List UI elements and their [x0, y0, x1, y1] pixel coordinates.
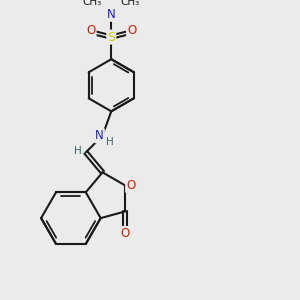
- Text: S: S: [107, 31, 115, 44]
- Text: O: O: [86, 24, 96, 37]
- Text: O: O: [127, 24, 136, 37]
- Text: CH₃: CH₃: [121, 0, 140, 7]
- Text: CH₃: CH₃: [83, 0, 102, 7]
- Text: N: N: [95, 129, 104, 142]
- Text: N: N: [107, 8, 116, 21]
- Text: H: H: [74, 146, 82, 155]
- Text: O: O: [126, 179, 135, 192]
- Text: H: H: [106, 137, 114, 147]
- Text: O: O: [121, 227, 130, 240]
